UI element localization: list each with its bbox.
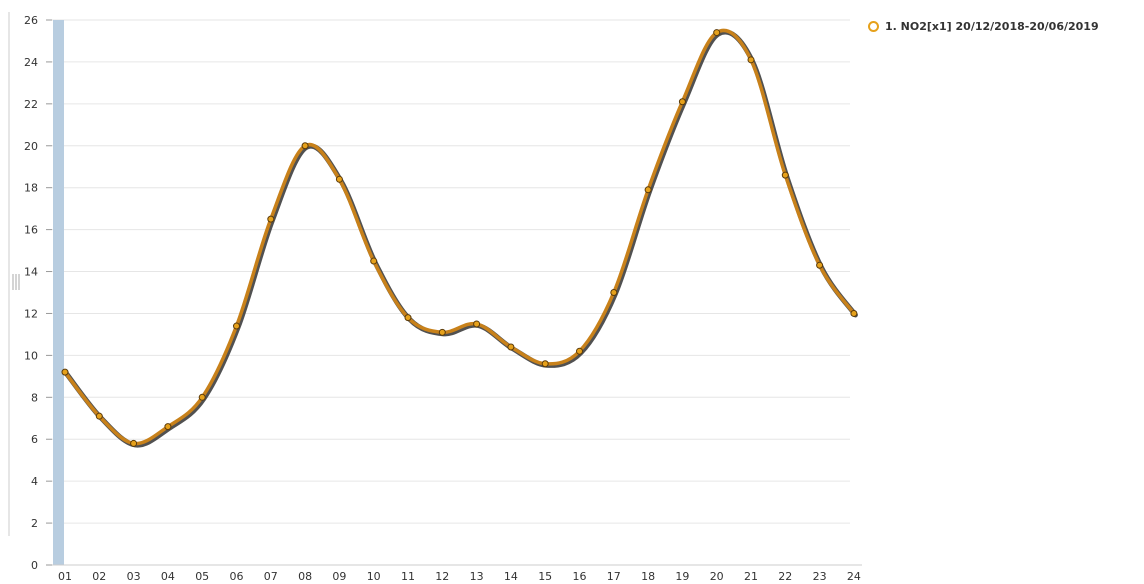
data-point[interactable] [267, 215, 275, 223]
y-tick-label: 20 [24, 140, 38, 153]
x-tick-label: 16 [573, 570, 587, 583]
legend[interactable]: 1. NO2[x1] 20/12/2018-20/06/2019 [868, 20, 1099, 33]
x-tick-label: 02 [92, 570, 106, 583]
data-point[interactable] [335, 175, 343, 183]
x-tick-label: 03 [127, 570, 141, 583]
data-point[interactable] [164, 423, 172, 431]
series-line-shadow [64, 29, 858, 448]
data-point[interactable] [644, 186, 652, 194]
data-point[interactable] [678, 98, 686, 106]
legend-marker-icon [868, 21, 879, 32]
x-tick-label: 07 [264, 570, 278, 583]
series-line-no2 [63, 28, 856, 446]
x-tick-label: 12 [435, 570, 449, 583]
x-tick-label: 01 [58, 570, 72, 583]
y-tick-label: 0 [31, 559, 38, 572]
x-tick-label: 04 [161, 570, 175, 583]
data-point[interactable] [370, 257, 378, 265]
x-tick-label: 22 [778, 570, 792, 583]
y-tick-label: 22 [24, 98, 38, 111]
y-tick-label: 18 [24, 182, 38, 195]
x-tick-label: 20 [710, 570, 724, 583]
x-tick-label: 15 [538, 570, 552, 583]
y-tick-label: 24 [24, 56, 38, 69]
data-point[interactable] [747, 56, 755, 64]
data-point[interactable] [816, 261, 824, 269]
x-tick-label: 11 [401, 570, 415, 583]
data-point[interactable] [438, 328, 446, 336]
data-point[interactable] [233, 322, 240, 330]
x-tick-label: 18 [641, 570, 655, 583]
data-point[interactable] [576, 347, 583, 355]
x-tick-label: 17 [607, 570, 621, 583]
y-tick-label: 14 [24, 266, 38, 279]
data-point[interactable] [473, 320, 481, 328]
data-point[interactable] [541, 360, 549, 368]
y-tick-label: 16 [24, 224, 38, 237]
data-point[interactable] [610, 289, 618, 296]
data-point[interactable] [95, 412, 103, 420]
data-point[interactable] [507, 343, 515, 351]
x-tick-label: 21 [744, 570, 758, 583]
x-tick-label: 13 [470, 570, 484, 583]
y-axis-scroll-band[interactable] [53, 20, 64, 565]
y-tick-label: 4 [31, 475, 38, 488]
data-point[interactable] [198, 393, 206, 401]
x-tick-label: 09 [332, 570, 346, 583]
y-tick-label: 10 [24, 349, 38, 362]
x-tick-label: 08 [298, 570, 312, 583]
legend-label: 1. NO2[x1] 20/12/2018-20/06/2019 [885, 20, 1099, 33]
data-point[interactable] [713, 29, 721, 37]
x-tick-label: 24 [847, 570, 861, 583]
x-tick-label: 10 [367, 570, 381, 583]
y-tick-label: 2 [31, 517, 38, 530]
data-point[interactable] [61, 368, 69, 376]
x-tick-label: 14 [504, 570, 518, 583]
y-tick-label: 6 [31, 433, 38, 446]
y-tick-label: 26 [24, 14, 38, 27]
data-point[interactable] [130, 439, 138, 447]
data-point[interactable] [301, 142, 309, 150]
data-point[interactable] [781, 171, 789, 179]
data-point[interactable] [850, 309, 858, 317]
y-tick-label: 12 [24, 307, 38, 320]
x-tick-label: 19 [675, 570, 689, 583]
x-tick-label: 06 [230, 570, 244, 583]
y-tick-label: 8 [31, 391, 38, 404]
data-point[interactable] [404, 314, 412, 322]
x-tick-label: 05 [195, 570, 209, 583]
x-tick-label: 23 [813, 570, 827, 583]
